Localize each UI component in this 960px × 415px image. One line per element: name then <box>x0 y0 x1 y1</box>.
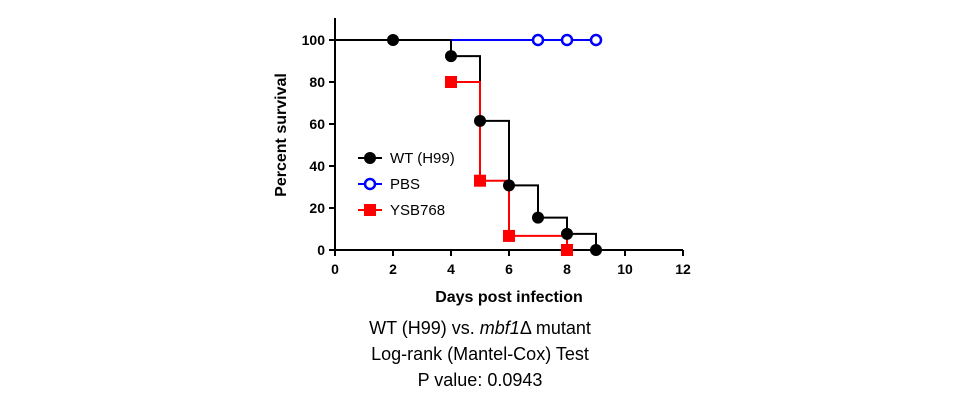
legend-label-pbs: PBS <box>390 176 420 193</box>
legend-marker-pbs <box>363 177 377 191</box>
y-tick-label: 0 <box>317 242 325 258</box>
data-point-ysb768 <box>474 174 486 187</box>
data-point-wt-h99 <box>503 179 515 192</box>
y-tick-label: 60 <box>309 116 325 132</box>
data-point-pbs <box>560 33 574 47</box>
data-point-wt-h99 <box>445 50 457 63</box>
x-tick-label: 12 <box>675 261 691 277</box>
chart-legend: WT (H99) PBS YSB768 <box>358 150 455 219</box>
caption-test-name: Log-rank (Mantel-Cox) Test <box>371 344 589 364</box>
chart-axes: 0 2 4 6 8 10 12 0 20 40 60 80 100 <box>302 18 691 277</box>
x-tick-label: 2 <box>389 261 397 277</box>
caption-mutant: Δ mutant <box>519 318 591 338</box>
data-point-wt-h99 <box>561 227 573 240</box>
data-point-pbs <box>589 33 603 47</box>
data-point-ysb768 <box>561 244 573 256</box>
x-tick-label: 4 <box>447 261 455 277</box>
legend-label-ysb768: YSB768 <box>390 202 445 219</box>
y-tick-label: 20 <box>309 200 325 216</box>
x-tick-label: 6 <box>505 261 513 277</box>
y-tick-label: 80 <box>309 74 325 90</box>
chart-curves <box>335 39 625 251</box>
data-point-ysb768 <box>445 76 457 88</box>
chart-markers <box>387 33 603 256</box>
caption-gene: mbf1 <box>479 318 520 338</box>
data-point-wt-h99 <box>532 211 544 224</box>
data-point-wt-h99 <box>474 114 486 127</box>
x-tick-label: 0 <box>331 261 339 277</box>
x-tick-label: 10 <box>617 261 633 277</box>
y-tick-label: 40 <box>309 158 325 174</box>
legend-marker-ysb768 <box>364 204 376 216</box>
legend-label-wt-h99: WT (H99) <box>390 150 455 167</box>
x-axis-label: Days post infection <box>435 289 583 306</box>
data-point-pbs <box>531 33 545 47</box>
caption-p-value: P value: 0.0943 <box>417 370 543 390</box>
caption-comparison: WT (H99) vs. <box>369 318 480 338</box>
data-point-wt-h99 <box>387 34 399 46</box>
y-tick-label: 100 <box>302 32 326 48</box>
data-point-wt-h99 <box>590 244 602 256</box>
data-point-ysb768 <box>503 229 515 242</box>
legend-marker-wt-h99 <box>364 152 376 164</box>
x-tick-label: 8 <box>563 261 571 277</box>
caption-line-1: WT (H99) vs. mbf1Δ mutant <box>0 318 960 339</box>
y-axis-label: Percent survival <box>273 73 290 197</box>
